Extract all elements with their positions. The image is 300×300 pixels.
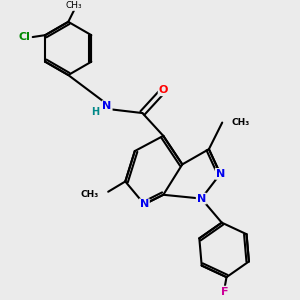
Text: N: N xyxy=(140,199,149,209)
Text: Cl: Cl xyxy=(18,32,30,42)
Text: N: N xyxy=(102,101,112,111)
Text: CH₃: CH₃ xyxy=(232,118,250,127)
Text: H: H xyxy=(92,107,100,117)
Text: CH₃: CH₃ xyxy=(66,2,82,10)
Text: N: N xyxy=(216,169,225,179)
Text: N: N xyxy=(197,194,206,204)
Text: O: O xyxy=(159,85,168,95)
Text: F: F xyxy=(221,286,228,297)
Text: CH₃: CH₃ xyxy=(80,190,99,199)
